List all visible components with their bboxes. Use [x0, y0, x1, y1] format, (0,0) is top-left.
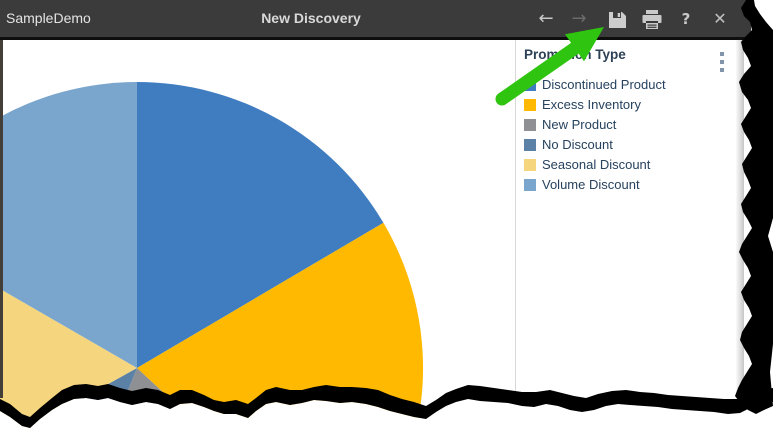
legend-item[interactable]: New Product: [524, 117, 734, 132]
legend-panel: Promotion Type Discontinued Product Exce…: [524, 47, 734, 192]
page-title: New Discovery: [261, 10, 361, 26]
kebab-dot: [720, 52, 724, 56]
legend-item-label: Volume Discount: [542, 177, 640, 192]
legend-items: Discontinued Product Excess Inventory Ne…: [524, 77, 734, 192]
legend-swatch: [524, 98, 536, 111]
legend-item-label: Discontinued Product: [542, 77, 666, 92]
legend-item-label: New Product: [542, 117, 617, 132]
pie-slice-excess-inventory[interactable]: [137, 222, 424, 429]
legend-item[interactable]: Excess Inventory: [524, 97, 734, 112]
close-button[interactable]: ✕: [707, 5, 733, 33]
window-left-border: [0, 40, 3, 398]
legend-swatch: [524, 118, 536, 131]
print-icon: [642, 9, 662, 29]
legend-item[interactable]: Volume Discount: [524, 177, 734, 192]
panel-divider: [515, 40, 516, 392]
print-button[interactable]: [639, 5, 665, 33]
legend-item-label: No Discount: [542, 137, 613, 152]
back-button[interactable]: ←: [533, 5, 559, 33]
legend-swatch: [524, 158, 536, 171]
pie-slice-discontinued-product[interactable]: [137, 82, 384, 368]
close-icon: ✕: [713, 9, 727, 28]
legend-title: Promotion Type: [524, 47, 626, 62]
legend-item-label: Seasonal Discount: [542, 157, 651, 172]
pie-slice-volume-discount[interactable]: [0, 82, 137, 368]
legend-swatch: [524, 78, 536, 91]
forward-button[interactable]: →: [566, 5, 592, 33]
legend-item-label: Excess Inventory: [542, 97, 641, 112]
legend-options-menu[interactable]: [717, 52, 727, 76]
legend-swatch: [524, 138, 536, 151]
save-icon: [608, 11, 626, 28]
legend-item[interactable]: No Discount: [524, 137, 734, 152]
save-button[interactable]: [604, 5, 630, 33]
forward-icon: →: [571, 8, 587, 29]
kebab-dot: [720, 60, 724, 64]
legend-item[interactable]: Seasonal Discount: [524, 157, 734, 172]
titlebar: SampleDemo New Discovery ← →: [0, 0, 751, 40]
back-icon: ←: [538, 8, 554, 29]
help-icon: ?: [681, 9, 691, 28]
legend-item[interactable]: Discontinued Product: [524, 77, 734, 92]
legend-scrollbar[interactable]: [736, 40, 744, 392]
help-button[interactable]: ?: [676, 5, 696, 33]
kebab-dot: [720, 68, 724, 72]
app-name: SampleDemo: [6, 10, 91, 26]
legend-swatch: [524, 178, 536, 191]
